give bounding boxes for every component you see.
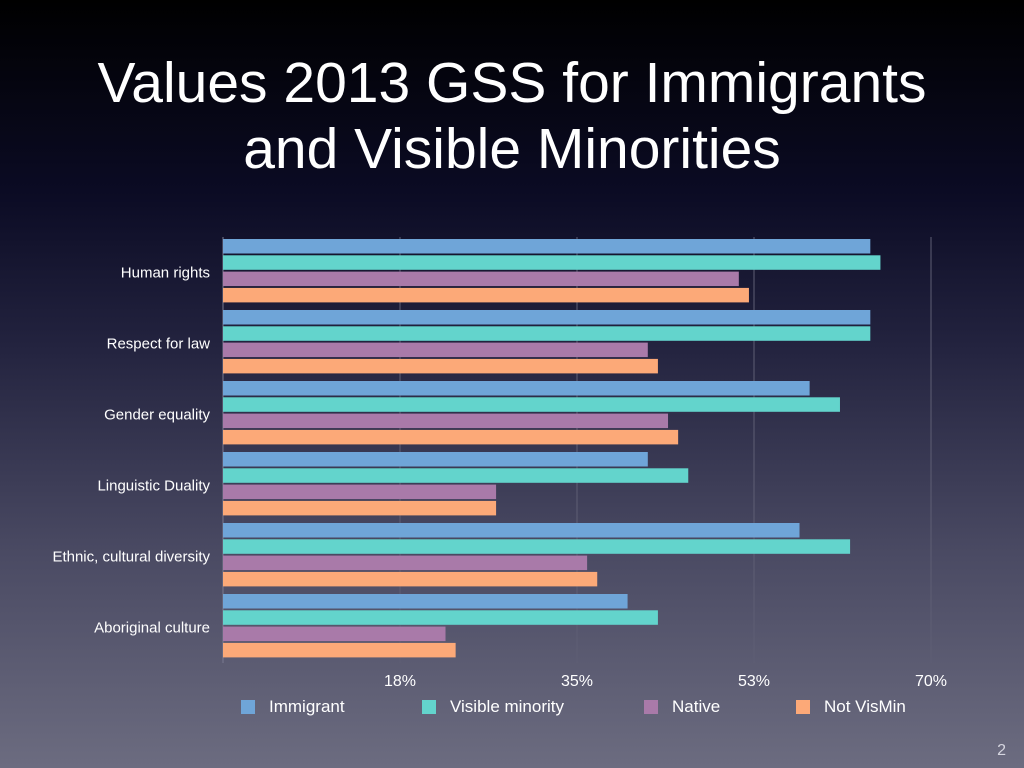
bar-immigrant [223,594,628,609]
slide-title-line-1: Values 2013 GSS for Immigrants [97,51,927,115]
legend-item-visible-minority: Visible minority [422,697,564,717]
slide-title-line-2: and Visible Minorities [243,117,781,181]
category-label: Aboriginal culture [94,620,210,637]
bar-not-vismin [223,429,679,445]
legend-label-not-vismin: Not VisMin [824,697,906,716]
bar-native [223,413,669,429]
bar-not-vismin [223,642,456,658]
page-number: 2 [997,742,1006,759]
bar-visible-minority [223,610,658,625]
bar-immigrant [223,452,648,467]
bar-visible-minority [223,468,689,483]
legend-swatch-visible-minority [422,700,436,714]
bar-immigrant [223,239,871,254]
bar-native [223,626,446,642]
bar-not-vismin [223,500,497,516]
chart-legend: Immigrant Visible minority Native Not Vi… [0,697,1024,721]
bar-immigrant [223,310,871,325]
category-label: Gender equality [104,407,210,424]
category-label: Linguistic Duality [97,478,210,495]
legend-item-not-vismin: Not VisMin [796,697,906,717]
bar-immigrant [223,381,810,396]
x-tick-label: 53% [738,673,770,690]
legend-item-native: Native [644,697,720,717]
x-tick-label: 35% [561,673,593,690]
x-tick-label: 70% [915,673,947,690]
bar-native [223,271,739,287]
bar-not-vismin [223,287,749,303]
category-label: Respect for law [107,336,211,353]
bar-native [223,484,497,500]
bar-visible-minority [223,397,840,412]
bar-visible-minority [223,539,851,554]
legend-label-visible-minority: Visible minority [450,697,565,716]
legend-swatch-immigrant [241,700,255,714]
legend-label-immigrant: Immigrant [269,697,345,716]
bar-not-vismin [223,571,598,587]
bar-immigrant [223,523,800,538]
category-label: Human rights [121,265,210,282]
bar-native [223,342,648,358]
bar-native [223,555,588,571]
slide-title: Values 2013 GSS for Immigrants and Visib… [40,50,984,182]
legend-label-native: Native [672,697,721,716]
bar-visible-minority [223,255,881,270]
bar-not-vismin [223,358,658,374]
bar-visible-minority [223,326,871,341]
legend-item-immigrant: Immigrant [241,697,345,717]
category-label: Ethnic, cultural diversity [52,549,210,566]
legend-swatch-not-vismin [796,700,810,714]
legend-swatch-native [644,700,658,714]
x-tick-label: 18% [384,673,416,690]
